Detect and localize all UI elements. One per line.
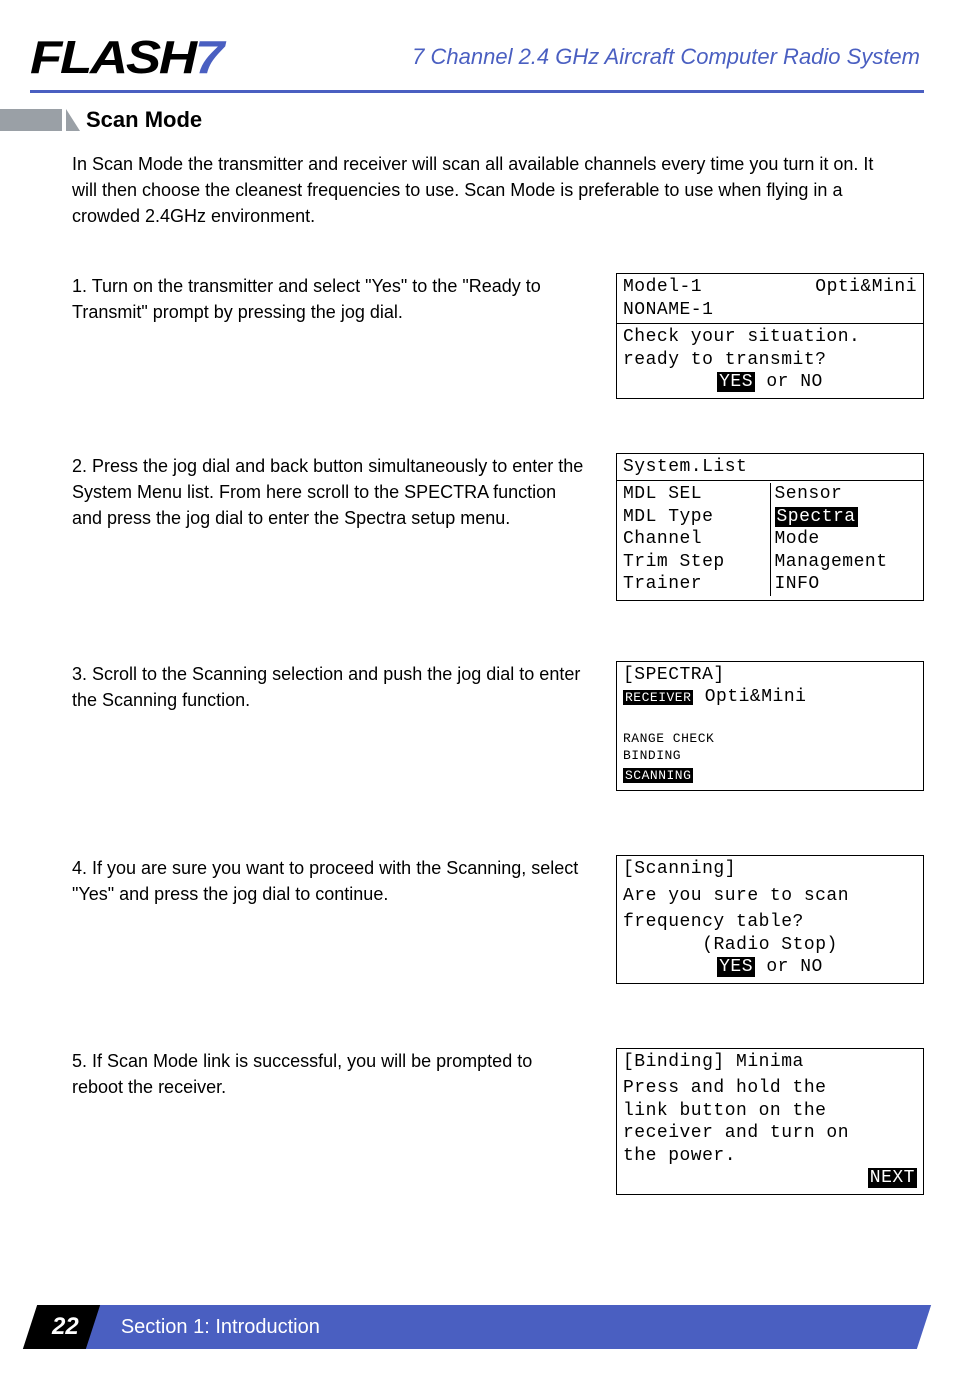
lcd2-right-4: INFO — [775, 573, 918, 596]
lcd4-yes: YES — [717, 957, 755, 977]
lcd1-yes: YES — [717, 372, 755, 392]
lcd1-check: Check your situation. — [623, 326, 917, 349]
lcd-screen-2: System.List MDL SEL MDL Type Channel Tri… — [616, 453, 924, 601]
header-subtitle: 7 Channel 2.4 GHz Aircraft Computer Radi… — [233, 44, 924, 70]
lcd3-binding: BINDING — [623, 748, 917, 764]
heading-slash-icon — [66, 109, 80, 131]
lcd5-l3: receiver and turn on — [623, 1122, 917, 1145]
lcd1-model: Model-1 — [623, 276, 702, 299]
logo-main: FLASH — [30, 31, 195, 83]
lcd2-left-0: MDL SEL — [623, 483, 766, 506]
logo: FLASH7 — [30, 30, 231, 84]
lcd3-recv-label: RECEIVER — [623, 690, 693, 705]
lcd4-l1: Are you sure to scan — [623, 885, 917, 908]
logo-accent: 7 — [195, 31, 222, 83]
lcd2-left-4: Trainer — [623, 573, 766, 596]
lcd1-no: NO — [800, 372, 823, 392]
lcd-screen-4: [Scanning] Are you sure to scan frequenc… — [616, 855, 924, 984]
lcd2-right-2: Mode — [775, 528, 918, 551]
footer-label: Section 1: Introduction — [121, 1316, 320, 1339]
lcd4-title: [Scanning] — [623, 858, 917, 881]
lcd2-right-3: Management — [775, 551, 918, 574]
lcd-screen-1: Model-1 Opti&Mini NONAME-1 Check your si… — [616, 273, 924, 399]
lcd5-title-a: [Binding] — [623, 1052, 725, 1072]
lcd3-scanning: SCANNING — [623, 768, 693, 783]
footer-bar: Section 1: Introduction — [86, 1305, 932, 1349]
lcd1-ready: ready to transmit? — [623, 349, 917, 372]
lcd2-left-2: Channel — [623, 528, 766, 551]
lcd-screen-3: [SPECTRA] RECEIVER Opti&Mini RANGE CHECK… — [616, 661, 924, 792]
lcd-screen-5: [Binding] Minima Press and hold the link… — [616, 1048, 924, 1195]
step-2-text: 2. Press the jog dial and back button si… — [72, 453, 588, 531]
lcd5-l2: link button on the — [623, 1100, 917, 1123]
header-rule — [30, 90, 924, 93]
intro-paragraph: In Scan Mode the transmitter and receive… — [0, 133, 954, 229]
step-1-text: 1. Turn on the transmitter and select "Y… — [72, 273, 588, 325]
lcd3-title: [SPECTRA] — [623, 664, 917, 687]
heading-bar-icon — [0, 109, 62, 131]
lcd4-l2: frequency table? — [623, 911, 917, 934]
lcd4-l3: (Radio Stop) — [623, 934, 917, 957]
lcd5-next: NEXT — [868, 1168, 917, 1188]
lcd2-right-sel: Spectra — [775, 507, 858, 527]
step-4-text: 4. If you are sure you want to proceed w… — [72, 855, 588, 907]
lcd2-right-0: Sensor — [775, 483, 918, 506]
lcd3-recv-val: Opti&Mini — [693, 687, 806, 707]
lcd1-yesno: YES or NO — [623, 371, 917, 394]
section-heading: Scan Mode — [86, 107, 202, 133]
lcd3-range: RANGE CHECK — [623, 731, 917, 747]
lcd1-mid: or — [755, 372, 800, 392]
lcd2-left-1: MDL Type — [623, 506, 766, 529]
step-5-text: 5. If Scan Mode link is successful, you … — [72, 1048, 588, 1100]
lcd5-l1: Press and hold the — [623, 1077, 917, 1100]
lcd4-no: NO — [800, 957, 823, 977]
lcd5-title-b: Minima — [725, 1052, 804, 1072]
lcd4-mid: or — [755, 957, 800, 977]
lcd1-opti: Opti&Mini — [815, 276, 917, 299]
step-3-text: 3. Scroll to the Scanning selection and … — [72, 661, 588, 713]
lcd1-noname: NONAME-1 — [623, 299, 917, 322]
lcd2-left-3: Trim Step — [623, 551, 766, 574]
lcd5-l4: the power. — [623, 1145, 917, 1168]
lcd4-yesno: YES or NO — [623, 956, 917, 979]
lcd2-title: System.List — [623, 456, 917, 479]
page-number: 22 — [52, 1313, 79, 1341]
